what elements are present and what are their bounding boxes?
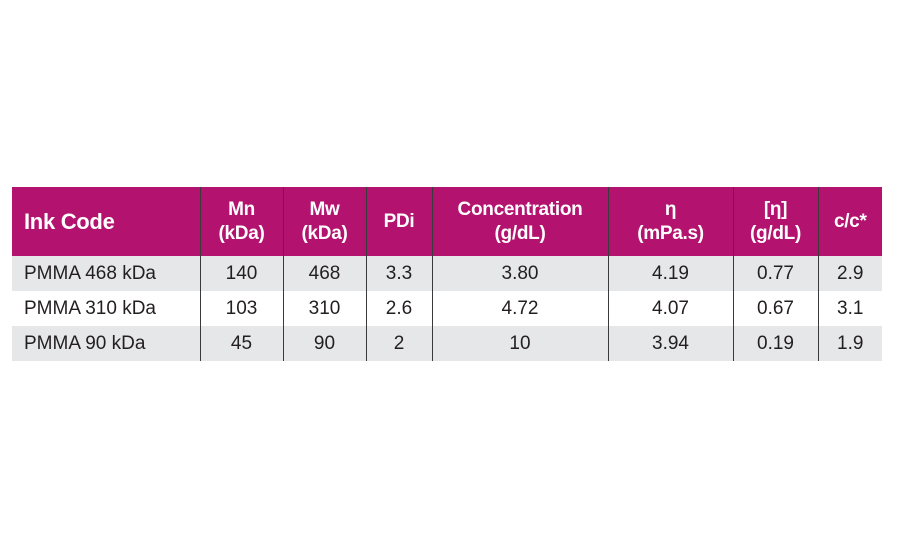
table-cell: 0.67 [732, 291, 818, 326]
header-text: c/c* [833, 210, 867, 232]
table-cell: 3.1 [817, 291, 882, 326]
header-text: (g/dL) [750, 222, 801, 244]
table-row: PMMA 468 kDa 140 468 3.3 3.80 4.19 0.77 2.9 [12, 256, 882, 291]
header-text: Mn [228, 198, 255, 220]
table-cell: 4.19 [607, 256, 733, 291]
header-text: Mw [309, 198, 340, 220]
table-cell: 3.94 [607, 326, 733, 361]
table-cell: 310 [282, 291, 366, 326]
table-cell: 10 [431, 326, 608, 361]
header-text: PDi [383, 210, 415, 232]
header-text: [η] [763, 198, 788, 220]
table-cell: 90 [282, 326, 366, 361]
table-cell: 4.07 [607, 291, 733, 326]
data-table: Ink Code Mn (kDa) Mw (kDa) PDi Concentration (g… [12, 187, 882, 361]
header-cell: Mw (kDa) [282, 187, 366, 256]
table-cell: 140 [199, 256, 283, 291]
table-cell: PMMA 468 kDa [12, 256, 200, 291]
table-cell: 2.6 [365, 291, 432, 326]
header-text: (mPa.s) [637, 222, 704, 244]
header-cell: Mn (kDa) [199, 187, 283, 256]
header-text: η [664, 198, 677, 220]
table-cell: PMMA 310 kDa [24, 297, 156, 319]
table-cell: 3.80 [431, 256, 608, 291]
table-cell: 1.9 [817, 326, 882, 361]
table-cell: 45 [199, 326, 283, 361]
table-cell: 2.9 [817, 256, 882, 291]
header-text: Concentration [457, 198, 583, 220]
table-cell: 4.72 [431, 291, 608, 326]
header-text: (kDa) [218, 222, 265, 244]
header-cell: η (mPa.s) [607, 187, 733, 256]
table-cell: PMMA 90 kDa [12, 326, 200, 361]
header-cell: PDi [365, 187, 432, 256]
header-text: (g/dL) [494, 222, 546, 244]
table-cell: 468 [282, 256, 366, 291]
header-cell: c/c* [817, 187, 882, 256]
table-row: PMMA 310 kDa 103 310 2.6 4.72 4.07 0.67 3.1 [12, 291, 882, 326]
header-cell: Concentration (g/dL) [431, 187, 608, 256]
header-text: Ink Code [24, 208, 115, 234]
header-cell: [η] (g/dL) [732, 187, 818, 256]
table-row: PMMA 90 kDa 45 90 2 10 3.94 0.19 1.9 [12, 326, 882, 361]
table-cell: 103 [199, 291, 283, 326]
table-cell: 0.77 [732, 256, 818, 291]
table-cell: 3.3 [365, 256, 432, 291]
table-cell: 0.19 [732, 326, 818, 361]
header-cell: Ink Code [12, 187, 200, 256]
table-cell: 2 [365, 326, 432, 361]
table-body: PMMA 468 kDa 140 468 3.3 3.80 4.19 0.77 2.9 PMMA… [12, 256, 882, 361]
header-text: (kDa) [301, 222, 348, 244]
header-row: Ink Code Mn (kDa) Mw (kDa) PDi Concentration (g… [12, 187, 882, 256]
